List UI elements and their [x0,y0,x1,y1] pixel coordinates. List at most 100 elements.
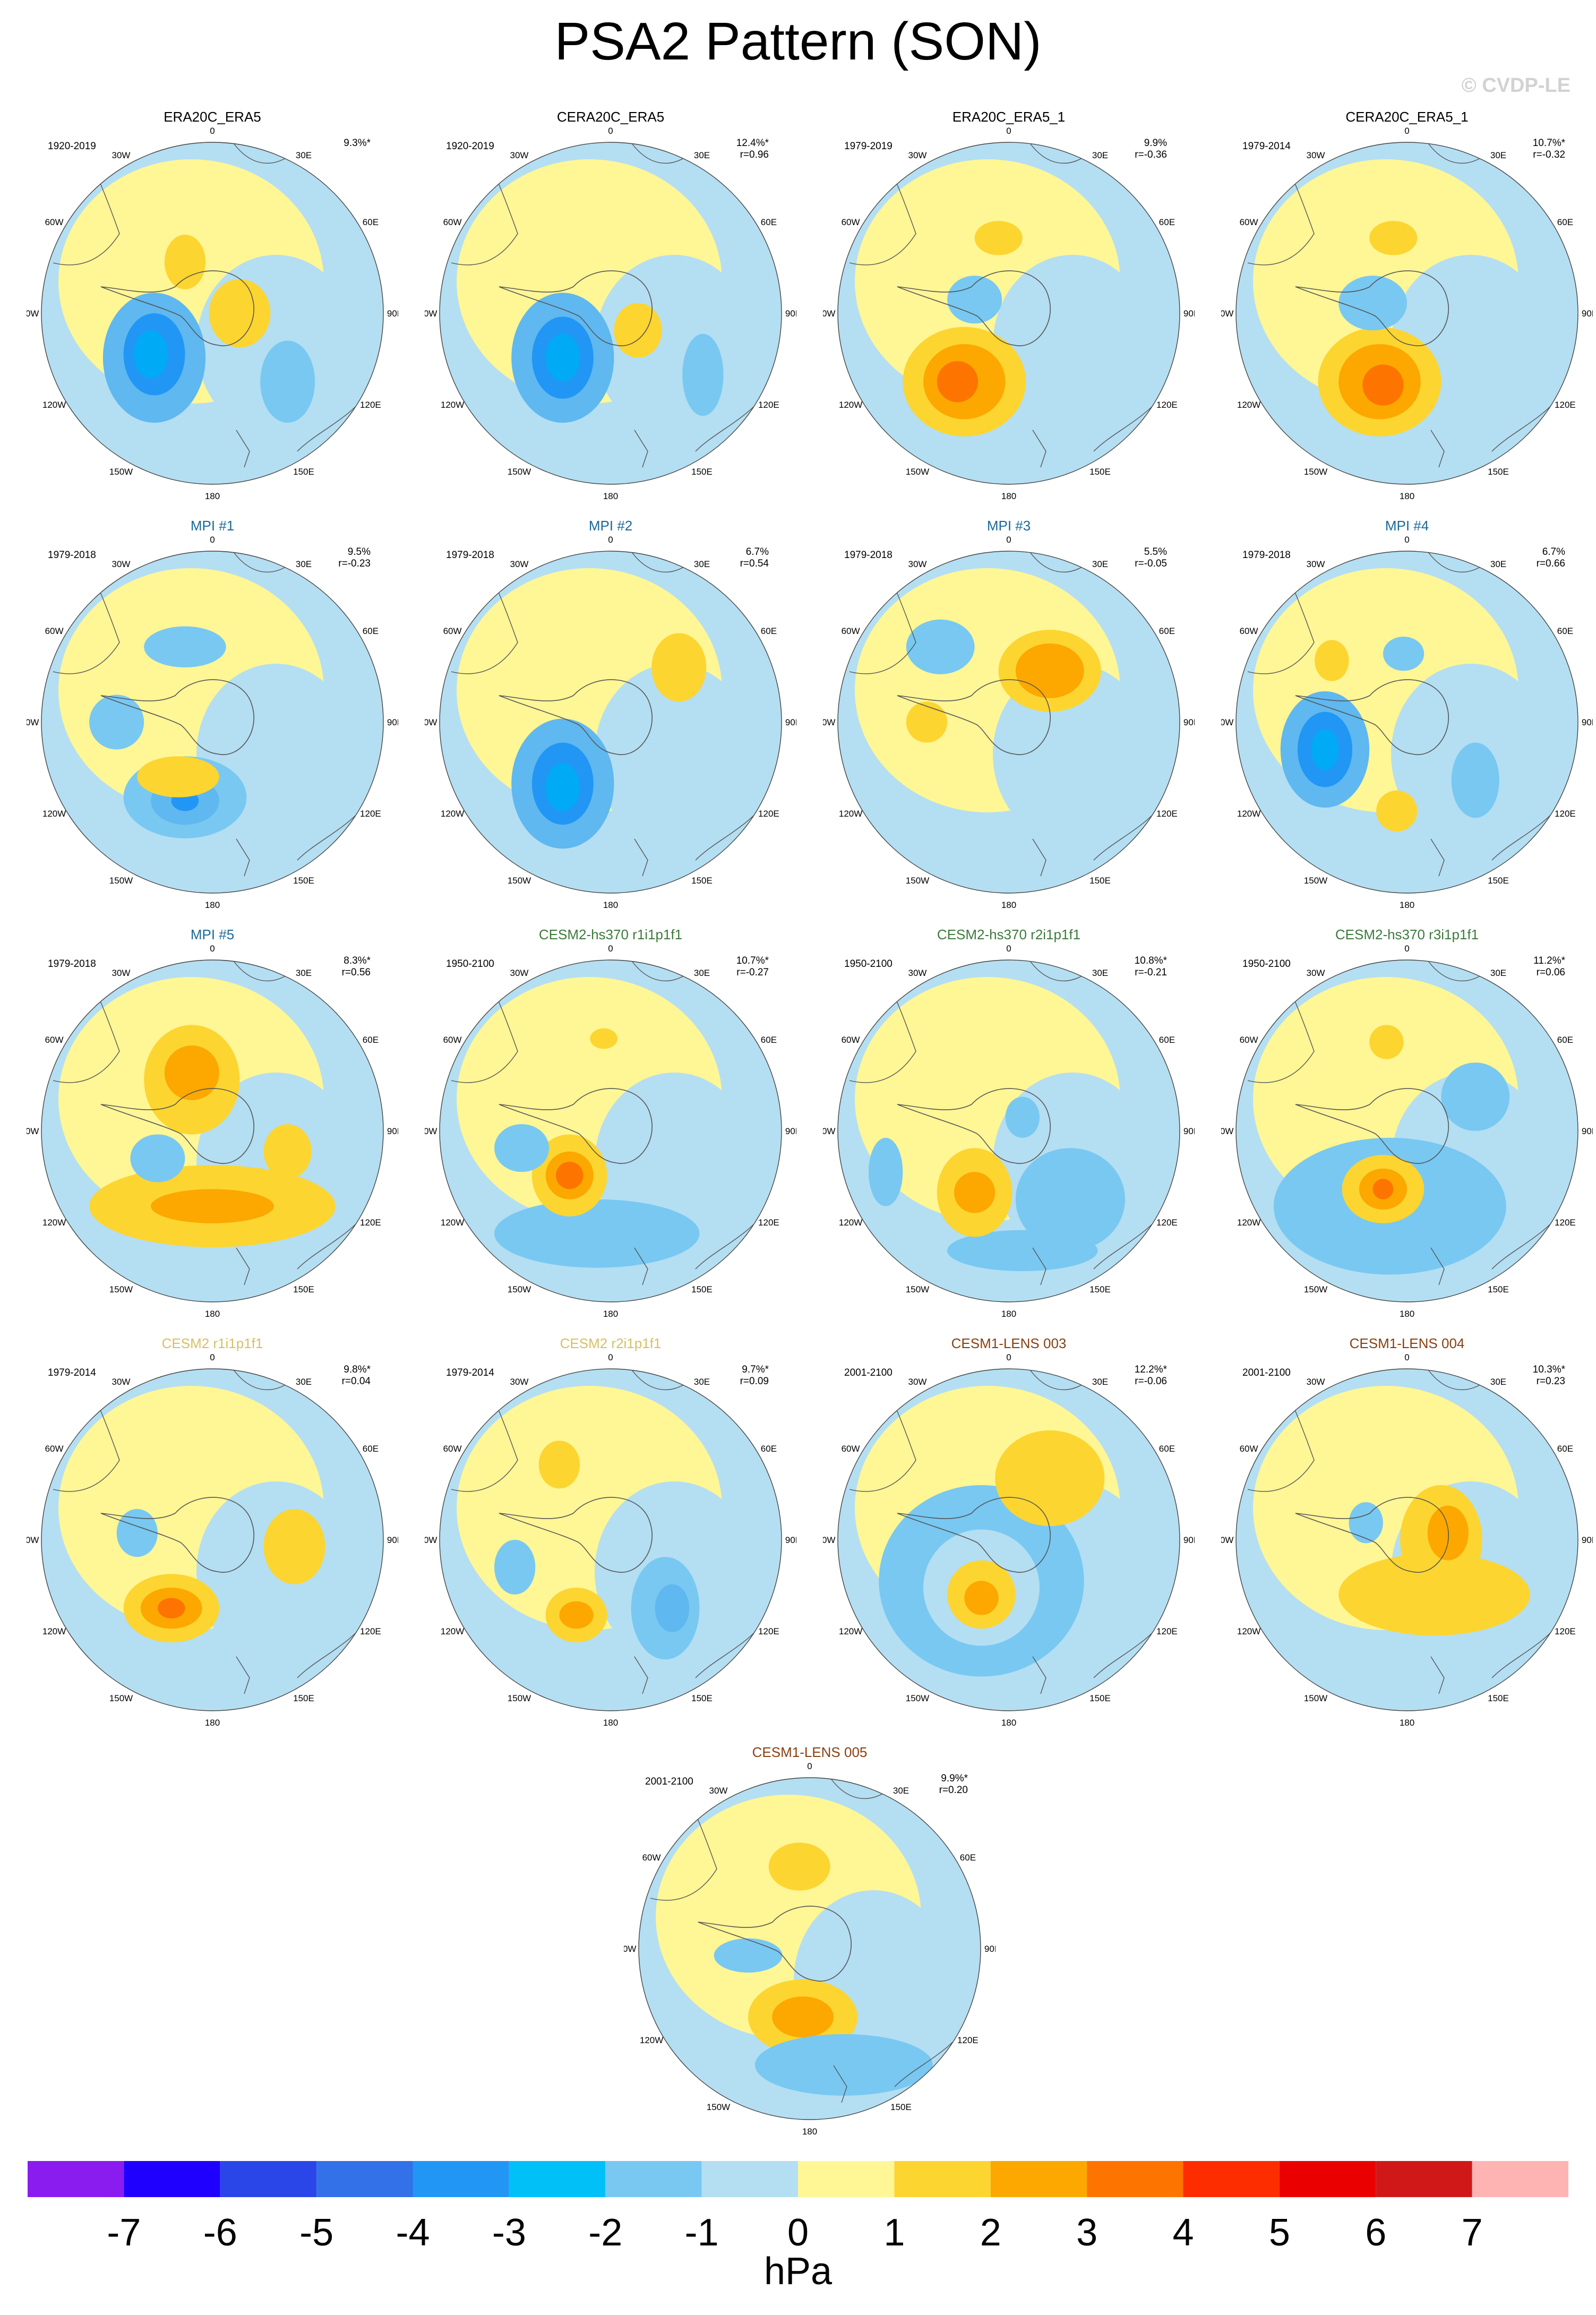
antarctica-coastline [897,1088,1051,1164]
contour-region [144,626,226,667]
longitude-label: 60W [842,217,860,227]
longitude-label: 120W [42,1626,66,1636]
longitude-label: 60W [1240,217,1258,227]
longitude-label: 0 [210,535,214,545]
longitude-label: 120E [360,400,381,410]
panel-correlation: r=0.09 [740,1376,769,1387]
longitude-label: 60W [842,1035,860,1045]
panel-correlation: r=-0.32 [1533,149,1565,160]
longitude-label: 150E [293,876,314,886]
longitude-label: 60W [1240,626,1258,636]
longitude-label: 60W [1240,1444,1258,1454]
longitude-label: 0 [608,126,613,136]
field-region [595,664,754,844]
longitude-label: 30W [510,1377,529,1387]
longitude-label: 60E [761,626,777,636]
longitude-label: 60W [45,1035,64,1045]
longitude-label: 150W [109,1693,133,1703]
panel-period: 1950-2100 [844,958,893,970]
longitude-label: 90E [387,1126,398,1136]
colorbar-box [605,2161,702,2197]
panel-title: CESM2 r2i1p1f1 [560,1335,662,1351]
contour-region [768,1842,830,1891]
colorbar-box [413,2161,509,2197]
watermark: © CVDP-LE [1461,74,1571,97]
longitude-label: 30E [1490,1377,1506,1387]
longitude-label: 120W [441,1217,464,1228]
longitude-label: 60W [842,626,860,636]
map-panel: MPI #2 1979-2018 6.7%r=0.54 0 30E 60E 90E 120E 1… [425,518,796,921]
panel-period: 1979-2019 [844,141,893,152]
longitude-label: 120W [42,400,66,410]
longitude-label: 30E [694,968,710,978]
longitude-label: 120E [1156,400,1178,410]
longitude-label: 0 [210,1352,214,1362]
panel-title: CESM2-hs370 r2i1p1f1 [937,927,1081,942]
contour-region [590,1028,617,1049]
contour-region [655,1584,690,1632]
new-zealand-coastline [634,838,648,877]
longitude-label: 30E [296,1377,312,1387]
new-zealand-coastline [634,430,648,468]
antarctica-coastline [100,1497,255,1573]
panel-period: 1979-2018 [48,958,96,970]
panel-variance: 11.2%* [1533,955,1565,966]
panel-period: 1950-2100 [1242,958,1291,970]
colorbar-box [1376,2161,1472,2197]
contour-region [1315,640,1349,681]
longitude-label: 30E [1490,150,1506,160]
contour-region [937,361,979,402]
map-panel: CESM1-LENS 005 2001-2100 9.9%* r=0.20 0 30E 60… [624,1744,996,2148]
longitude-label: 30W [112,1377,131,1387]
contour-region [651,633,707,702]
longitude-label: 60W [842,1444,860,1454]
map-boundary [837,1368,1180,1711]
polar-map: 0 30E 60E 90E 120E 150E 180 150W 120W 90W 60W 30W [425,535,796,910]
longitude-label: 0 [1006,535,1011,545]
polar-map: 0 30E 60E 90E 120E 150E 180 150W 120W 90W 60W 30W [1221,126,1593,501]
colorbar-units: hPa [763,2250,833,2293]
panel-title: MPI #4 [1385,518,1429,534]
panel-variance: 9.9%* [941,1773,968,1784]
colorbar-tick-label: -7 [107,2211,141,2254]
antarctica-coastline [698,1906,852,1982]
longitude-label: 180 [603,900,618,910]
longitude-label: 0 [1404,1352,1409,1362]
panel-correlation: r=-0.23 [338,558,371,569]
longitude-label: 90W [624,1944,636,1954]
panel-variance: 10.3%* [1532,1364,1565,1375]
map-boundary [1235,142,1578,485]
longitude-label: 180 [1001,1718,1016,1728]
contour-region [209,279,271,348]
panel-period: 1920-2019 [446,141,494,152]
longitude-label: 30E [1490,968,1506,978]
colorbar-box [990,2161,1087,2197]
longitude-label: 150W [906,1284,929,1294]
new-zealand-coastline [236,1656,250,1694]
map-boundary [638,1777,981,2120]
colorbar-box [316,2161,413,2197]
longitude-label: 150W [906,467,929,477]
map-panel: CERA20C_ERA5_1 1979-2014 10.7%* r=-0.32 0 30E… [1221,109,1593,512]
longitude-label: 30W [1307,1377,1325,1387]
colorbar-tick-label: 6 [1365,2211,1387,2254]
map-boundary [837,142,1180,485]
longitude-label: 30E [694,150,710,160]
contour-region [1427,1505,1469,1561]
longitude-label: 60W [45,626,64,636]
longitude-label: 150W [1304,467,1327,477]
panel-variance: 5.5% [1144,546,1167,558]
panel-period: 1979-2018 [1242,550,1291,561]
panel-period: 2001-2100 [1242,1367,1291,1378]
longitude-label: 60E [1159,1444,1175,1454]
longitude-label: 120W [42,1217,66,1228]
panel-period: 1979-2018 [48,550,96,561]
map-panel: CESM2-hs370 r2i1p1f1 1950-2100 10.8%* r=-0.… [823,927,1195,1330]
map-panel: CESM2-hs370 r1i1p1f1 1950-2100 10.7%* r=-0.… [425,927,796,1330]
longitude-label: 120E [1156,1217,1178,1228]
longitude-label: 150W [109,467,133,477]
contour-region [164,1045,219,1101]
contour-region [157,1598,185,1619]
panel-variance: 6.7% [1542,546,1565,558]
longitude-label: 60E [1159,1035,1175,1045]
